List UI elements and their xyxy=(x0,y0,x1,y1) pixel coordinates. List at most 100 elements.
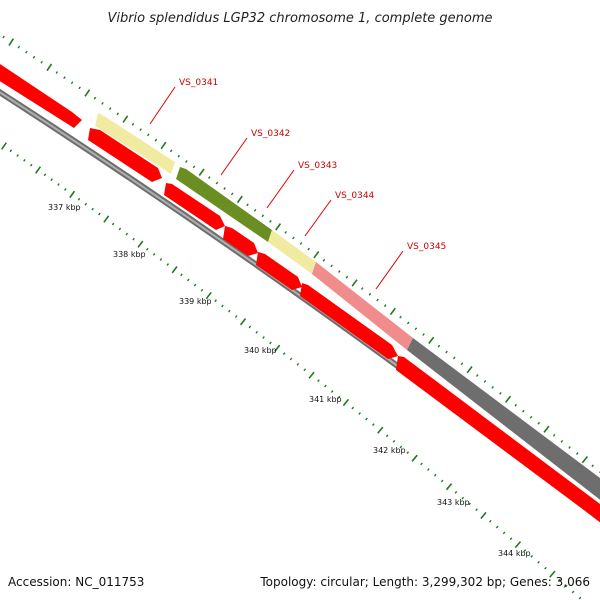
minor-tick xyxy=(399,445,403,449)
minor-tick xyxy=(185,160,188,163)
minor-tick xyxy=(282,352,286,356)
minor-tick xyxy=(433,473,437,477)
minor-tick xyxy=(139,128,142,132)
minor-tick xyxy=(360,287,364,290)
minor-tick xyxy=(55,71,59,74)
major-tick xyxy=(198,168,205,176)
minor-tick xyxy=(223,187,226,190)
major-tick xyxy=(549,570,556,578)
major-tick xyxy=(351,279,358,287)
minor-tick xyxy=(552,433,556,437)
minor-tick xyxy=(509,537,513,541)
minor-tick xyxy=(152,252,156,256)
scale-label: 338 kbp xyxy=(113,250,146,259)
map-title: Vibrio splendidus LGP32 chromosome 1, co… xyxy=(107,11,492,26)
major-tick xyxy=(1,142,7,150)
minor-tick xyxy=(406,321,410,325)
minor-tick xyxy=(234,315,238,318)
backbone xyxy=(0,88,600,523)
minor-tick xyxy=(125,232,129,236)
minor-tick xyxy=(228,309,231,313)
major-tick xyxy=(46,63,53,72)
major-tick xyxy=(160,141,167,150)
minor-tick xyxy=(299,242,303,245)
major-tick xyxy=(84,89,91,97)
label-line-vs0344 xyxy=(304,199,332,237)
minor-tick xyxy=(16,154,19,157)
minor-tick xyxy=(30,163,33,167)
major-tick xyxy=(480,511,487,520)
minor-tick xyxy=(215,181,219,185)
minor-tick xyxy=(376,298,379,302)
minor-tick xyxy=(118,227,122,231)
gene-reverse-4 xyxy=(256,252,302,290)
minor-tick xyxy=(537,560,540,564)
minor-tick xyxy=(186,278,190,282)
minor-tick xyxy=(57,183,60,186)
minor-tick xyxy=(169,149,173,153)
minor-tick xyxy=(116,112,119,116)
minor-tick xyxy=(296,362,300,366)
minor-tick xyxy=(491,385,494,389)
major-tick xyxy=(313,251,320,259)
minor-tick xyxy=(317,379,320,383)
minor-tick xyxy=(269,341,272,345)
minor-tick xyxy=(145,247,149,251)
minor-tick xyxy=(351,406,355,410)
minor-tick xyxy=(93,96,97,100)
minor-tick xyxy=(32,55,36,59)
minor-tick xyxy=(200,288,204,292)
minor-tick xyxy=(483,380,487,383)
label-vs0342: VS_0342 xyxy=(251,129,290,139)
minor-tick xyxy=(292,236,295,240)
major-tick xyxy=(342,398,350,407)
label-line-vs0343 xyxy=(266,169,295,209)
major-tick xyxy=(445,483,453,491)
major-tick xyxy=(103,215,110,223)
major-tick xyxy=(275,223,282,231)
minor-tick xyxy=(529,415,533,419)
gene-vs0344 xyxy=(312,262,413,350)
scale-label: 341 kbp xyxy=(309,395,342,404)
gene-reverse-2 xyxy=(164,183,225,230)
minor-tick xyxy=(399,315,402,319)
gene-reverse-3 xyxy=(223,226,258,256)
minor-tick xyxy=(372,423,375,427)
minor-tick xyxy=(522,409,525,413)
minor-tick xyxy=(475,374,479,377)
minor-tick xyxy=(578,596,582,600)
gene-reverse-6 xyxy=(396,356,600,523)
minor-tick xyxy=(422,333,425,336)
minor-tick xyxy=(338,270,341,273)
major-tick xyxy=(514,541,522,549)
gene-vs0343 xyxy=(268,230,316,274)
minor-tick xyxy=(454,491,458,494)
minor-tick xyxy=(499,391,502,395)
major-tick xyxy=(411,454,418,462)
minor-tick xyxy=(568,446,571,449)
minor-tick xyxy=(495,525,499,529)
minor-tick xyxy=(221,304,224,308)
inner-tick-track xyxy=(1,142,582,600)
minor-tick xyxy=(147,133,150,137)
major-tick xyxy=(239,318,247,326)
gene-labels: VS_0341 VS_0342 VS_0343 VS_0344 VS_0345 xyxy=(149,78,446,290)
minor-tick xyxy=(571,590,575,594)
minor-tick xyxy=(23,158,26,162)
minor-tick xyxy=(414,327,418,331)
minor-tick xyxy=(25,50,28,54)
minor-tick xyxy=(557,578,561,582)
minor-tick xyxy=(591,464,594,468)
minor-tick xyxy=(64,188,67,191)
minor-tick xyxy=(192,165,196,169)
minor-tick xyxy=(537,421,541,425)
gene-reverse-5 xyxy=(300,283,398,359)
minor-tick xyxy=(502,531,506,535)
minor-tick xyxy=(437,344,441,348)
minor-tick xyxy=(246,203,249,207)
outer-tick-track xyxy=(2,35,600,474)
minor-tick xyxy=(193,283,197,287)
minor-tick xyxy=(324,384,327,388)
minor-tick xyxy=(475,508,478,512)
minor-tick xyxy=(108,107,112,110)
